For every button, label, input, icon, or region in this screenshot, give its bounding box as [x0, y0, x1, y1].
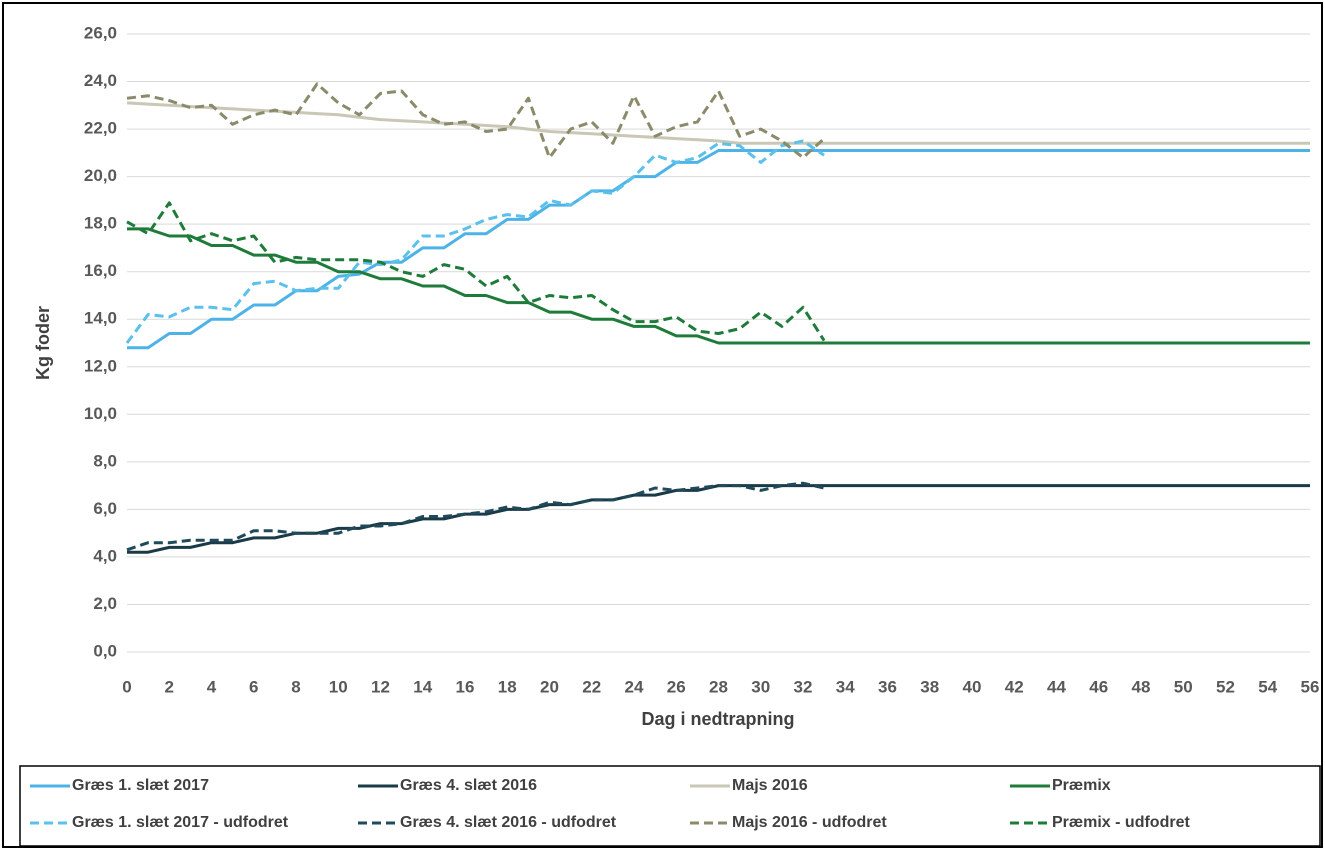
x-tick-label: 10	[329, 677, 348, 696]
x-tick-label: 42	[1005, 677, 1024, 696]
x-tick-label: 0	[122, 677, 131, 696]
y-tick-label: 12,0	[84, 356, 117, 375]
y-tick-label: 20,0	[84, 166, 117, 185]
x-axis-title: Dag i nedtrapning	[642, 709, 795, 729]
legend-label: Majs 2016	[732, 777, 808, 794]
x-tick-label: 54	[1258, 677, 1277, 696]
legend-box	[19, 765, 1321, 847]
y-tick-label: 4,0	[93, 546, 117, 565]
x-tick-label: 24	[625, 677, 644, 696]
legend-label: Græs 1. slæt 2017	[72, 777, 209, 794]
x-tick-label: 18	[498, 677, 517, 696]
x-tick-label: 52	[1216, 677, 1235, 696]
x-tick-label: 22	[582, 677, 601, 696]
x-tick-label: 4	[207, 677, 217, 696]
y-tick-label: 26,0	[84, 23, 117, 42]
y-tick-label: 16,0	[84, 261, 117, 280]
y-axis-title: Kg foder	[33, 306, 53, 380]
x-tick-label: 6	[249, 677, 258, 696]
x-tick-label: 20	[540, 677, 559, 696]
x-tick-label: 38	[920, 677, 939, 696]
x-tick-label: 2	[165, 677, 174, 696]
series-line	[127, 227, 1310, 345]
x-tick-label: 40	[963, 677, 982, 696]
x-tick-label: 16	[456, 677, 475, 696]
legend-label: Græs 4. slæt 2016	[400, 777, 537, 794]
x-tick-label: 48	[1132, 677, 1151, 696]
x-tick-label: 14	[413, 677, 432, 696]
legend-label: Præmix	[1052, 777, 1111, 794]
x-tick-label: 34	[836, 677, 855, 696]
y-tick-label: 24,0	[84, 71, 117, 90]
x-tick-label: 56	[1301, 677, 1320, 696]
y-tick-label: 10,0	[84, 404, 117, 423]
y-tick-label: 18,0	[84, 214, 117, 233]
y-tick-label: 6,0	[93, 499, 117, 518]
y-tick-label: 8,0	[93, 451, 117, 470]
series-line	[126, 82, 826, 160]
x-tick-label: 12	[371, 677, 390, 696]
y-tick-label: 14,0	[84, 309, 117, 328]
y-tick-label: 2,0	[93, 594, 117, 613]
x-tick-label: 26	[667, 677, 686, 696]
legend-label: Græs 4. slæt 2016 - udfodret	[400, 814, 617, 831]
x-tick-label: 46	[1089, 677, 1108, 696]
x-tick-label: 50	[1174, 677, 1193, 696]
series-line	[127, 149, 1310, 350]
x-tick-label: 32	[794, 677, 813, 696]
x-tick-label: 8	[291, 677, 300, 696]
legend-label: Majs 2016 - udfodret	[732, 814, 887, 831]
x-tick-label: 44	[1047, 677, 1066, 696]
series-line	[126, 481, 825, 552]
x-tick-label: 36	[878, 677, 897, 696]
y-tick-label: 22,0	[84, 119, 117, 138]
legend-label: Præmix - udfodret	[1052, 814, 1190, 831]
series-line	[126, 101, 1310, 145]
series-line	[126, 201, 826, 342]
x-tick-label: 30	[751, 677, 770, 696]
legend-label: Græs 1. slæt 2017 - udfodret	[72, 814, 289, 831]
x-tick-label: 28	[709, 677, 728, 696]
y-tick-label: 0,0	[93, 641, 117, 660]
